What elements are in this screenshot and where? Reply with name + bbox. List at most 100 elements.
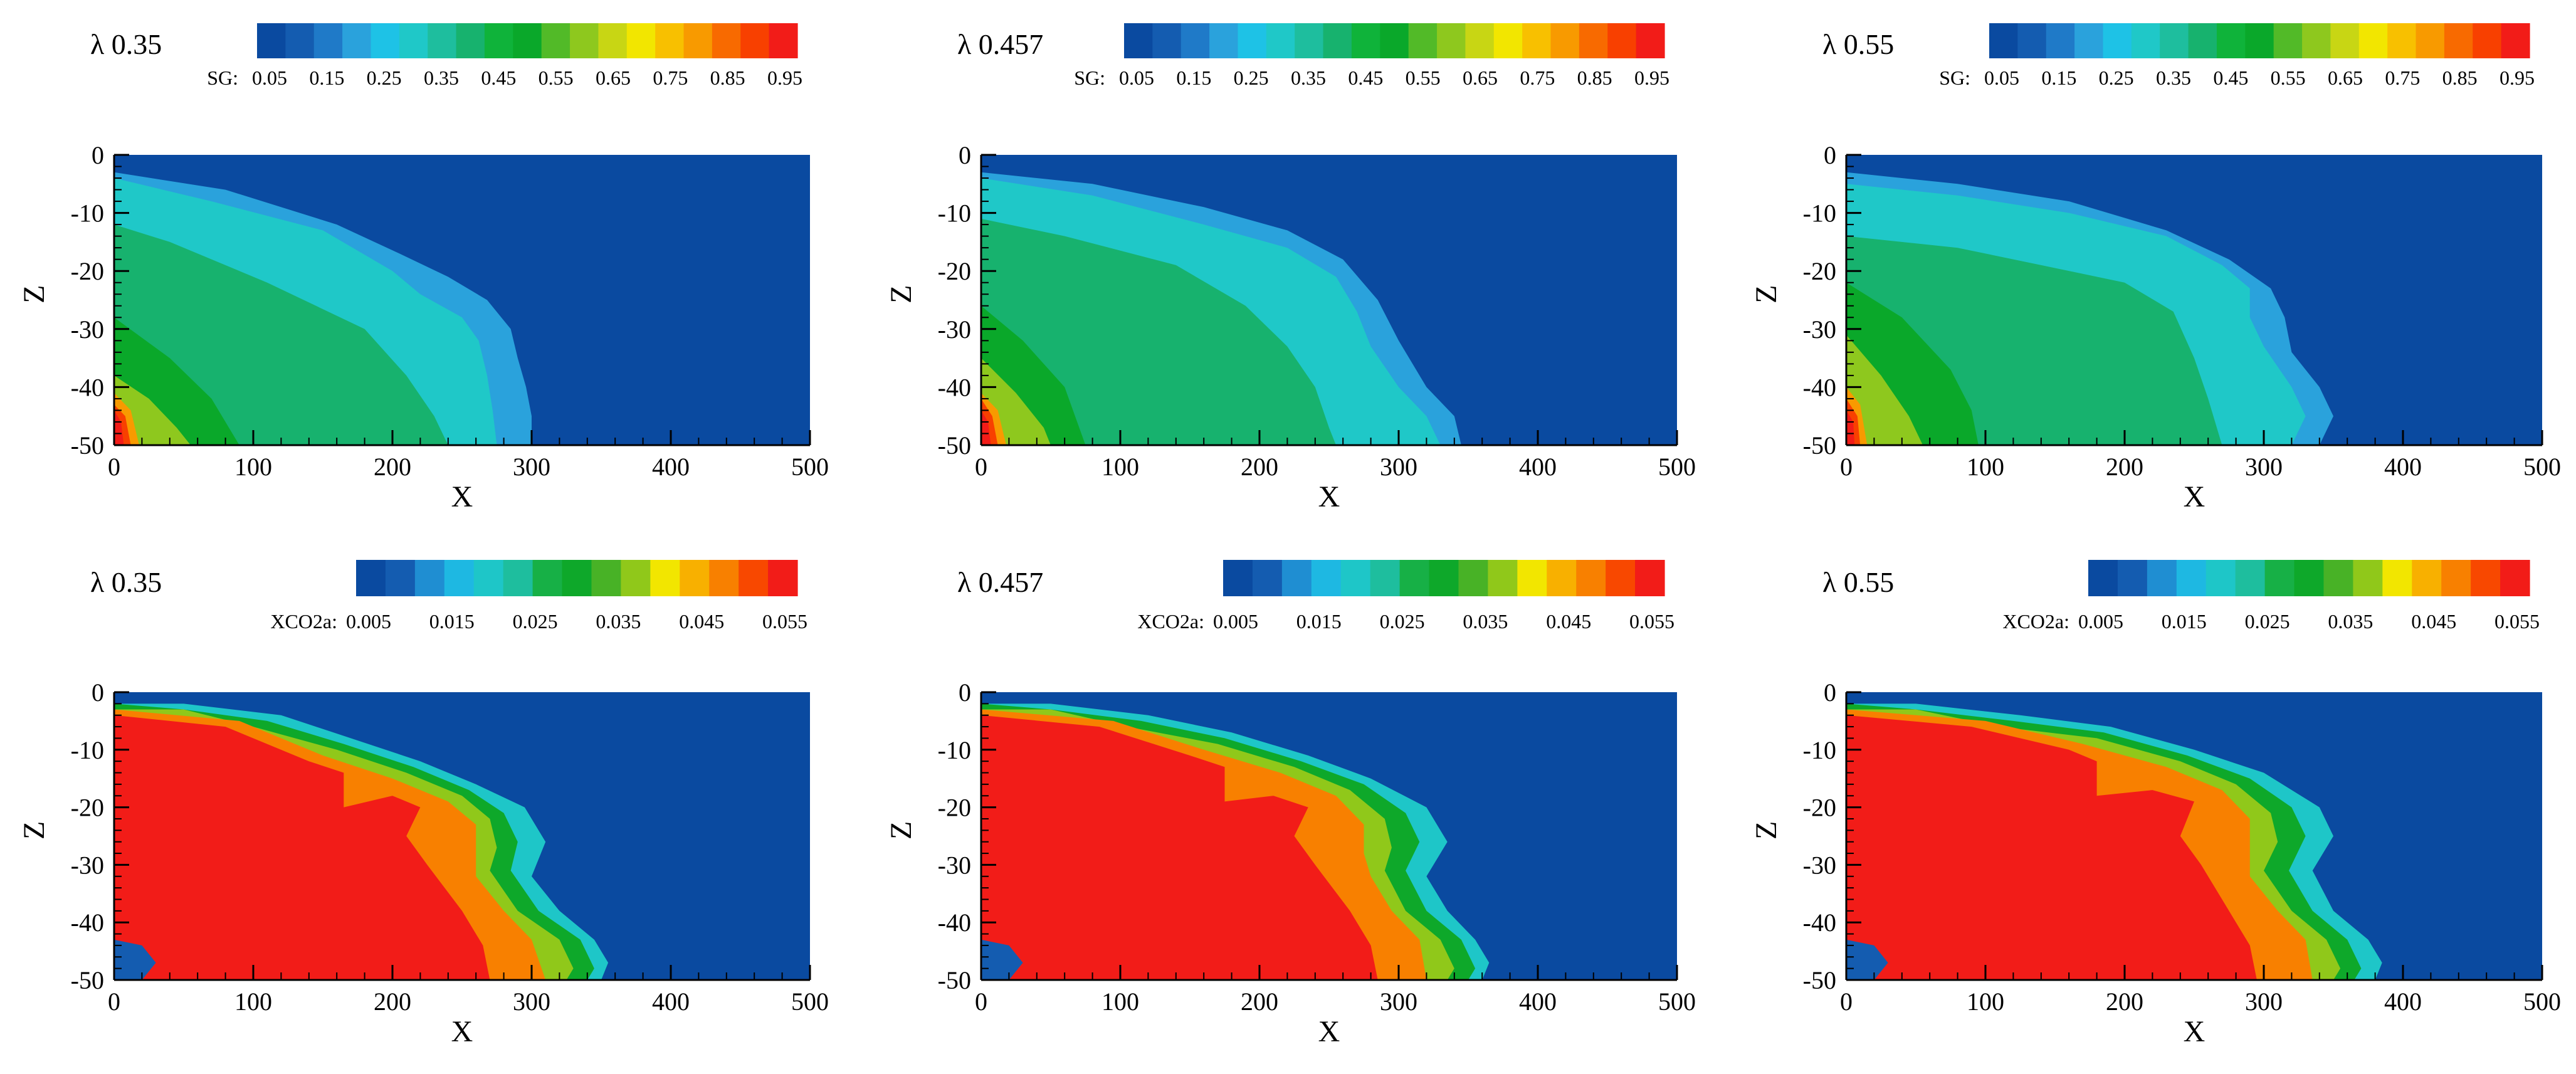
y-axis-label: Z (885, 285, 918, 303)
contour-fills (114, 703, 609, 980)
colorbar-cell (444, 560, 475, 596)
colorbar-cell (1311, 560, 1342, 596)
panel-title: λ 0.55 (1822, 28, 1894, 60)
colorbar-variable-label: SG: (207, 66, 238, 89)
colorbar-tick-label: 0.55 (1406, 66, 1441, 89)
x-tick-label: 300 (1380, 453, 1417, 481)
panel-title: λ 0.35 (90, 566, 162, 598)
colorbar-tick-label: 0.15 (309, 66, 344, 89)
colorbar-cell (570, 23, 599, 58)
chart-panel: λ 0.55 XCO2a: 0.005 0.015 0.025 0.035 0.045 0.0… (1750, 560, 2561, 1048)
contour-region (114, 939, 156, 980)
colorbar-tick-label: 0.045 (2411, 610, 2456, 633)
colorbar-cell (2382, 560, 2412, 596)
colorbar-cell (2416, 23, 2445, 58)
colorbar-cell (1323, 23, 1352, 58)
colorbar-cell (2441, 560, 2471, 596)
contour-region (981, 410, 991, 445)
y-tick-label: -50 (71, 966, 104, 994)
chart-panel: λ 0.35 XCO2a: 0.005 0.015 0.025 0.035 0.045 0.0… (18, 560, 829, 1048)
colorbar-cell (1550, 23, 1580, 58)
colorbar-cell (532, 560, 563, 596)
colorbar-cell (655, 23, 685, 58)
colorbar-cell (2205, 560, 2236, 596)
colorbar-cell (428, 23, 457, 58)
colorbar-cell (1989, 23, 2018, 58)
y-tick-label: -40 (1803, 908, 1836, 937)
colorbar-tick-label: 0.35 (1291, 66, 1326, 89)
colorbar-tick-label: 0.045 (679, 610, 724, 633)
x-axis-label: X (451, 1015, 473, 1048)
y-tick-label: -30 (938, 851, 971, 879)
colorbar-tick-label: 0.015 (429, 610, 475, 633)
colorbar-cell (768, 560, 798, 596)
panel-title: λ 0.457 (957, 566, 1043, 598)
x-tick-label: 200 (374, 453, 411, 481)
colorbar-cell (342, 23, 372, 58)
colorbar-tick-label: 0.05 (252, 66, 287, 89)
x-tick-label: 500 (2523, 987, 2561, 1016)
colorbar-cell (2471, 560, 2501, 596)
contour-fills (114, 172, 532, 445)
chart-panel: λ 0.35 SG: 0.05 0.15 0.25 0.35 0.45 0.55 0.65 0.7… (18, 23, 829, 513)
colorbar-cell (591, 560, 621, 596)
colorbar-cell (1635, 560, 1665, 596)
colorbar-cell (2216, 23, 2246, 58)
contour-region (1846, 939, 1888, 980)
contour-region (981, 715, 1378, 980)
colorbar-cell (2444, 23, 2473, 58)
colorbar-cell (385, 560, 416, 596)
colorbar-cell (626, 23, 656, 58)
contour-region (114, 410, 124, 445)
colorbar-cell (739, 560, 769, 596)
x-tick-label: 0 (975, 453, 987, 481)
contour-region (1846, 715, 2257, 980)
y-tick-label: -20 (1803, 257, 1836, 285)
colorbar-tick-label: 0.005 (1213, 610, 1258, 633)
colorbar-cell (1266, 23, 1295, 58)
panel-title: λ 0.55 (1822, 566, 1894, 598)
colorbar-cell (356, 560, 386, 596)
colorbar-cell (712, 23, 741, 58)
y-tick-label: -30 (938, 315, 971, 344)
y-tick-label: -30 (71, 315, 104, 344)
y-tick-label: -50 (1803, 966, 1836, 994)
y-axis-label: Z (1750, 285, 1783, 303)
colorbar-tick-label: 0.015 (2162, 610, 2207, 633)
x-axis-label: X (451, 480, 473, 513)
x-tick-label: 400 (2384, 987, 2422, 1016)
colorbar-cell (562, 560, 592, 596)
colorbar-tick-label: 0.005 (2078, 610, 2123, 633)
colorbar-cell (1209, 23, 1239, 58)
colorbar-tick-label: 0.85 (1577, 66, 1612, 89)
colorbar-cell (1124, 23, 1153, 58)
y-tick-label: -50 (938, 431, 971, 460)
colorbar-cell (2353, 560, 2383, 596)
colorbar-cell (1488, 560, 1518, 596)
colorbar-cell (1547, 560, 1577, 596)
contour-fills (1846, 172, 2333, 445)
colorbar-tick-label: 0.35 (2156, 66, 2191, 89)
x-tick-label: 100 (234, 987, 272, 1016)
colorbar-tick-label: 0.65 (596, 66, 631, 89)
colorbar-tick-label: 0.055 (762, 610, 807, 633)
x-tick-label: 0 (1840, 453, 1853, 481)
colorbar-cell (2501, 23, 2530, 58)
colorbar-tick-label: 0.25 (1234, 66, 1269, 89)
colorbar-cell (484, 23, 513, 58)
colorbar-cell (1493, 23, 1523, 58)
contour-region (981, 218, 1337, 445)
y-tick-label: -40 (938, 373, 971, 401)
colorbar-cell (399, 23, 428, 58)
colorbar-cell (1180, 23, 1210, 58)
x-axis-label: X (1318, 1015, 1340, 1048)
colorbar-cell (503, 560, 534, 596)
colorbar-cell (371, 23, 400, 58)
x-tick-label: 500 (791, 453, 829, 481)
x-axis-label: X (1318, 480, 1340, 513)
x-tick-label: 500 (2523, 453, 2561, 481)
colorbar-cell (1238, 23, 1267, 58)
colorbar-tick-label: 0.035 (2328, 610, 2373, 633)
y-tick-label: -30 (1803, 851, 1836, 879)
y-tick-label: -50 (71, 431, 104, 460)
